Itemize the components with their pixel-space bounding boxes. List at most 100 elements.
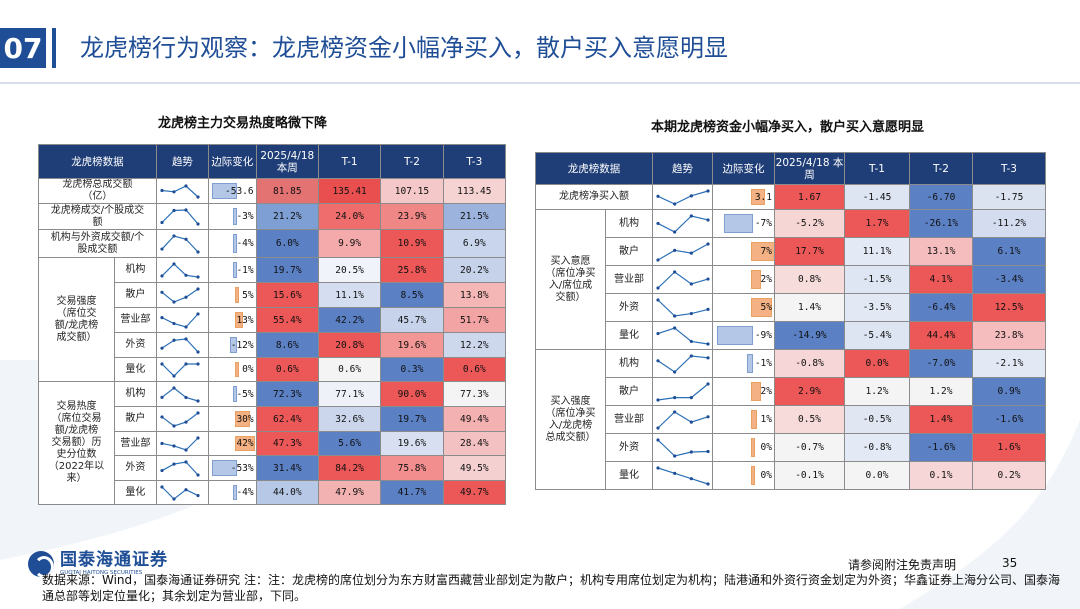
margin-bar — [751, 298, 772, 317]
trend-sparkline — [160, 207, 200, 226]
margin-bar — [233, 262, 238, 278]
value-cell: 1.7% — [844, 209, 910, 238]
margin-bar — [233, 234, 238, 253]
value-cell: 32.6% — [317, 406, 382, 432]
value-cell: 75.8% — [380, 455, 444, 481]
value-cell: -0.8% — [844, 433, 910, 462]
value-cell: 11.1% — [844, 237, 910, 266]
margin-cell: 3.1 — [712, 184, 775, 210]
trend-sparkline — [656, 353, 710, 374]
table-row: 营业部 2% 0.8% -1.5% 4.1% -3.4% — [536, 265, 1046, 294]
trend-sparkline — [656, 465, 710, 486]
margin-cell: 5% — [712, 293, 775, 322]
margin-value: -53% — [230, 462, 254, 474]
margin-bar — [751, 189, 765, 205]
trend-sparkline — [160, 311, 200, 329]
trend-sparkline — [160, 261, 200, 279]
table-row: 龙虎榜总成交额 （亿） -53.6 81.85 135.41 107.15 113.45 — [38, 178, 507, 204]
trend-sparkline — [160, 336, 200, 354]
title-underline — [0, 82, 1080, 84]
trend-cell — [652, 265, 713, 294]
margin-value: 30% — [236, 413, 254, 425]
value-cell: 19.6% — [380, 431, 444, 456]
value-cell: -2.1% — [972, 349, 1046, 378]
margin-value: 3.1 — [754, 191, 772, 203]
value-cell: -1.75 — [972, 184, 1046, 210]
trend-sparkline — [656, 409, 710, 430]
trend-cell — [155, 178, 210, 204]
value-cell: 0.0% — [844, 349, 910, 378]
margin-cell: -1% — [208, 257, 257, 283]
margin-bar — [751, 438, 755, 457]
row-label: 量化 — [605, 461, 653, 490]
value-cell: 23.8% — [972, 321, 1046, 350]
margin-bar — [230, 337, 238, 353]
value-cell: 0.8% — [774, 265, 845, 294]
trend-cell — [652, 321, 713, 350]
trend-cell — [652, 405, 713, 434]
value-cell: -6.4% — [909, 293, 973, 322]
value-cell: 11.1% — [317, 282, 382, 308]
disclaimer: 请参阅附注免责声明 — [848, 558, 957, 572]
row-label: 外资 — [113, 332, 157, 358]
margin-value: 2% — [760, 274, 772, 285]
right-table-title: 本期龙虎榜资金小幅净买入，散户买入意愿明显 — [651, 120, 925, 135]
trend-cell — [155, 282, 210, 308]
margin-value: 0% — [760, 442, 772, 453]
trend-cell — [155, 455, 210, 481]
value-cell: 44.0% — [255, 480, 319, 505]
trend-sparkline — [160, 484, 200, 501]
value-cell: -5.2% — [774, 209, 845, 238]
trend-sparkline — [160, 385, 200, 403]
margin-cell: -53.6 — [208, 178, 257, 204]
margin-value: 7% — [760, 246, 772, 257]
margin-bar — [751, 270, 761, 289]
row-label: 散户 — [113, 282, 157, 308]
value-cell: 25.8% — [380, 257, 444, 283]
value-cell: 9.9% — [317, 229, 382, 258]
table-row: 量化 0% 0.6% 0.6% 0.3% 0.6% — [39, 357, 507, 382]
table-row: 营业部 13% 55.4% 42.2% 45.7% 51.7% — [39, 307, 507, 333]
trend-sparkline — [656, 437, 710, 458]
margin-cell: -4% — [208, 229, 257, 258]
header-cell: 2025/4/18 本周 — [255, 144, 319, 179]
value-cell: 4.1% — [909, 265, 973, 294]
trend-sparkline — [656, 325, 710, 346]
row-label: 营业部 — [605, 405, 653, 434]
trend-sparkline — [160, 183, 200, 199]
value-cell: 1.67 — [774, 184, 845, 210]
trend-cell — [652, 461, 713, 490]
value-cell: 12.5% — [972, 293, 1046, 322]
value-cell: 41.7% — [380, 480, 444, 505]
margin-value: 2% — [760, 386, 772, 397]
margin-bar — [751, 242, 774, 261]
row-label: 外资 — [605, 433, 653, 462]
value-cell: 8.5% — [380, 282, 444, 308]
value-cell: 0.3% — [380, 357, 444, 382]
trend-sparkline — [656, 241, 710, 262]
header-cell: T-1 — [317, 144, 382, 179]
row-label: 散户 — [605, 237, 653, 266]
header-cell: 2025/4/18 本周 — [774, 152, 845, 185]
trend-cell — [652, 377, 713, 406]
trend-cell — [155, 431, 210, 456]
value-cell: 28.4% — [442, 431, 507, 456]
value-cell: 0.6% — [442, 357, 507, 382]
value-cell: 20.2% — [442, 257, 507, 283]
margin-value: -1% — [236, 264, 254, 276]
left-table-title: 龙虎榜主力交易热度略微下降 — [158, 116, 328, 131]
value-cell: 135.41 — [317, 178, 382, 204]
value-cell: 72.3% — [255, 381, 319, 407]
margin-bar — [751, 410, 757, 429]
table-row: 散户 7% 17.7% 11.1% 13.1% 6.1% — [536, 237, 1046, 266]
value-cell: 21.5% — [442, 203, 507, 230]
margin-cell: 13% — [208, 307, 257, 333]
margin-value: 0% — [242, 364, 254, 375]
trend-cell — [155, 203, 210, 230]
trend-cell — [155, 406, 210, 432]
value-cell: 20.8% — [317, 332, 382, 358]
margin-cell: -12% — [208, 332, 257, 358]
section-divider — [52, 28, 56, 68]
value-cell: 0.6% — [255, 357, 319, 382]
margin-cell: 30% — [208, 406, 257, 432]
